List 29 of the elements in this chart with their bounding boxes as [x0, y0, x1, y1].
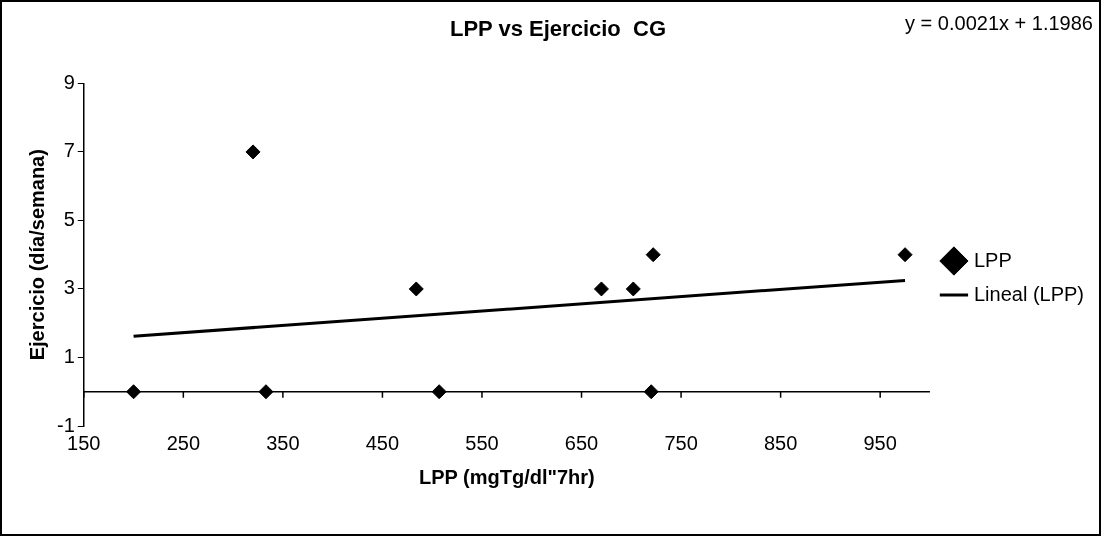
x-axis-title: LPP (mgTg/dl"7hr)	[418, 465, 595, 488]
y-tick-label: 7	[63, 139, 75, 162]
point	[645, 247, 661, 263]
point	[593, 281, 609, 297]
legend-label: Lineal (LPP)	[973, 282, 1084, 305]
x-tick-label: 350	[266, 431, 300, 454]
x-tick-label: 450	[365, 431, 400, 454]
point	[245, 144, 261, 160]
y-tick-label: 3	[63, 276, 75, 299]
y-axis-title: Ejercicio (día/semana)	[25, 149, 48, 361]
point	[431, 384, 447, 400]
point	[625, 281, 641, 297]
point	[897, 247, 913, 263]
x-tick-label: 850	[763, 431, 798, 454]
x-tick-label: 550	[465, 431, 499, 454]
x-tick-label: 650	[564, 431, 599, 454]
chart-title: LPP vs Ejercicio CG	[449, 16, 667, 42]
y-tick-label: 9	[63, 70, 75, 93]
y-tick-label: 5	[63, 207, 75, 230]
point	[408, 281, 424, 297]
x-tick-label: 950	[863, 431, 897, 454]
x-tick-label: 250	[166, 431, 201, 454]
x-tick-label: 750	[664, 431, 698, 454]
legend-label: LPP	[973, 248, 1012, 271]
y-tick-label: 1	[63, 345, 75, 367]
point	[643, 384, 659, 400]
text: y = 0.0021x + 1.1986	[905, 12, 1093, 35]
point	[258, 384, 274, 400]
point	[126, 384, 142, 400]
